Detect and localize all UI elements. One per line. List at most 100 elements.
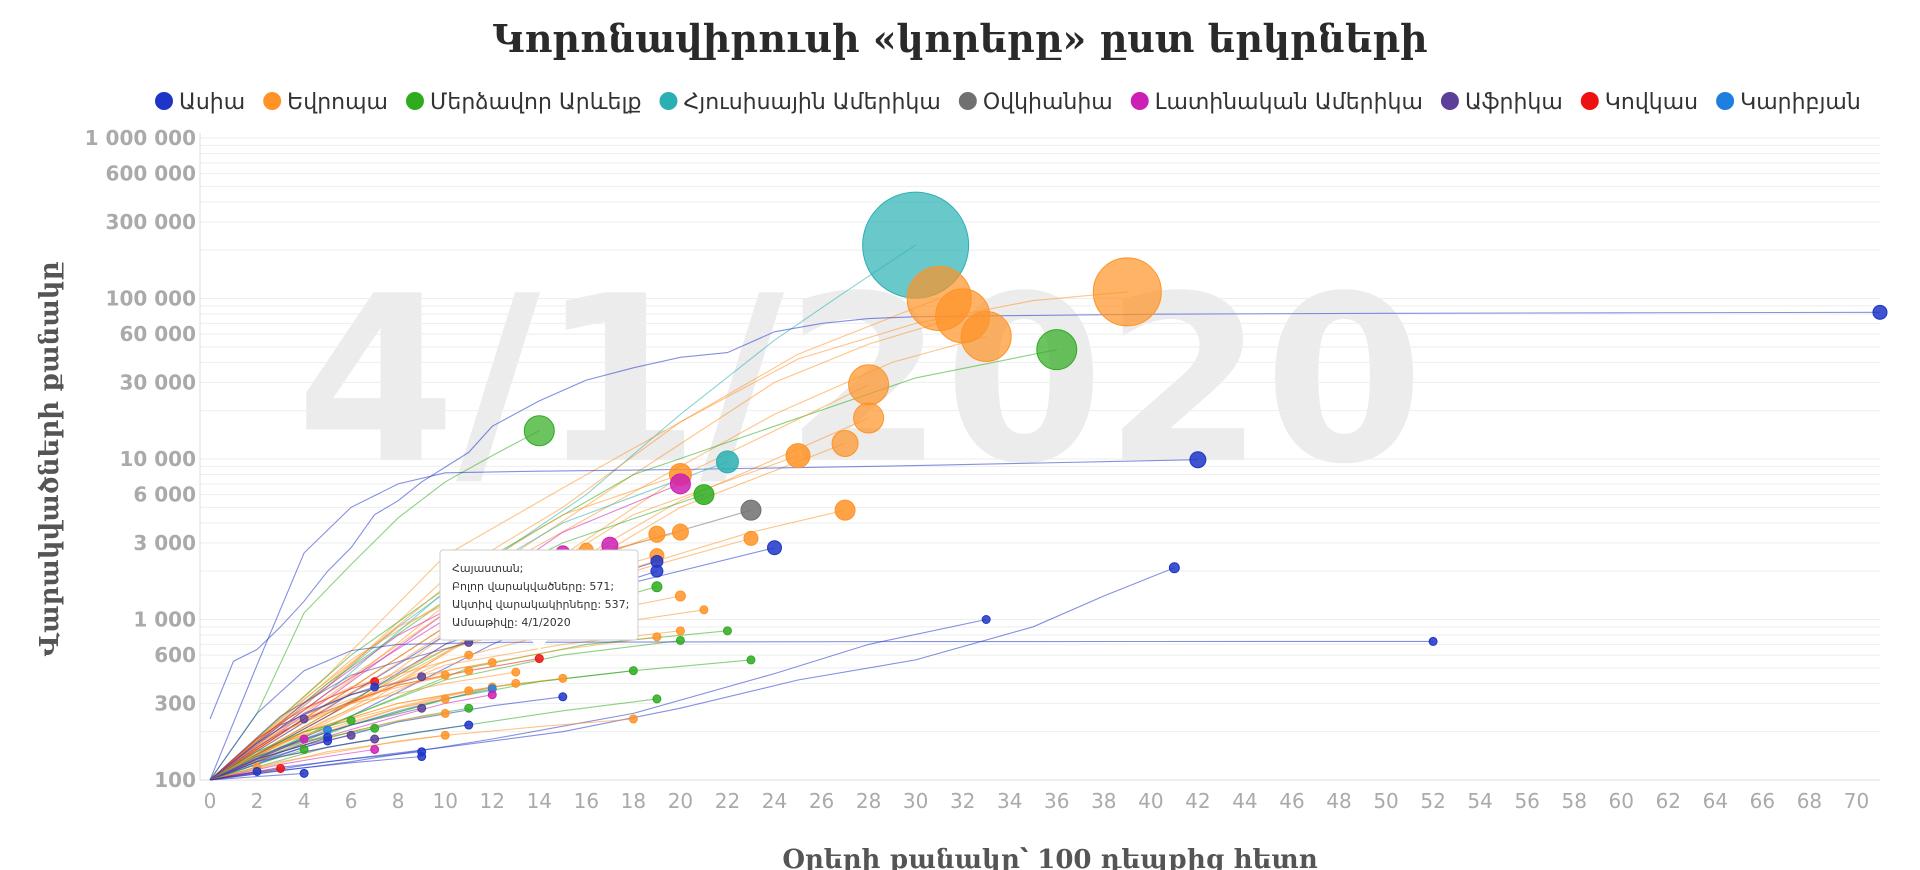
data-point[interactable] [417,752,427,762]
x-tick-label: 6 [345,789,358,813]
x-tick-label: 38 [1091,789,1116,813]
x-tick-label: 54 [1467,789,1492,813]
data-point[interactable] [511,678,521,688]
data-point[interactable] [558,692,568,702]
data-point[interactable] [834,499,856,521]
tooltip: Հայաստան; Բոլոր վարակվածները: 571; Ակտիվ վ… [439,549,639,650]
x-tick-label: 14 [527,789,552,813]
data-point[interactable] [440,708,450,718]
data-point[interactable] [960,310,1012,362]
data-point[interactable] [464,686,474,696]
legend-label-5: Լատինական Ամերիկա [1155,90,1423,115]
data-point[interactable] [671,523,689,541]
y-tick-label: 100 [154,768,196,792]
data-point[interactable] [1428,636,1438,646]
x-tick-label: 16 [574,789,599,813]
data-point[interactable] [370,723,380,733]
data-point[interactable] [523,415,555,447]
legend-item-7[interactable]: Կովկաս [1580,90,1698,115]
data-point[interactable] [299,714,309,724]
data-point[interactable] [785,443,811,469]
data-point[interactable] [487,657,497,667]
data-point[interactable] [370,682,380,692]
data-point[interactable] [1036,329,1078,371]
data-point[interactable] [299,768,309,778]
data-point[interactable] [648,525,666,543]
data-point[interactable] [693,484,715,506]
legend-marker-0 [155,92,173,110]
data-point[interactable] [417,672,427,682]
x-tick-label: 18 [621,789,646,813]
data-point[interactable] [1092,257,1162,327]
data-point[interactable] [1872,304,1888,320]
series-line [209,654,469,781]
legend-marker-3 [659,92,678,110]
tooltip-line: Ակտիվ վարակակիրները: 537; [452,598,629,611]
data-point[interactable] [511,667,521,677]
x-tick-label: 4 [298,789,311,813]
legend-marker-8 [1716,92,1735,110]
series-lines [209,244,1881,781]
legend-item-8[interactable]: Կարիբյան [1716,90,1861,115]
data-point[interactable] [853,402,885,434]
data-point[interactable] [715,450,739,474]
data-point[interactable] [346,715,356,725]
x-tick-label: 28 [856,789,881,813]
series-line [209,772,305,781]
x-tick-label: 12 [480,789,505,813]
data-point[interactable] [981,615,991,624]
data-point[interactable] [299,744,309,754]
data-point[interactable] [370,734,380,744]
data-point[interactable] [674,590,686,602]
data-point[interactable] [831,429,859,457]
legend-marker-6 [1440,92,1459,110]
data-point[interactable] [650,564,664,578]
data-point[interactable] [1189,451,1207,469]
data-point[interactable] [743,530,759,546]
x-tick-label: 24 [762,789,787,813]
legend-item-0[interactable]: Ասիա [155,90,245,115]
series-line [209,740,328,781]
legend-item-2[interactable]: Մերձավոր Արևելք [405,90,642,115]
data-point[interactable] [440,730,450,740]
data-point[interactable] [370,744,380,754]
data-point[interactable] [464,720,474,730]
legend-item-6[interactable]: Աֆրիկա [1440,90,1563,115]
data-point[interactable] [675,626,685,636]
data-point[interactable] [323,736,333,746]
data-point[interactable] [848,364,890,406]
data-point[interactable] [417,703,427,713]
data-point[interactable] [740,499,762,521]
data-point[interactable] [346,730,356,740]
data-point[interactable] [669,473,691,495]
data-point[interactable] [276,763,286,773]
legend-label-3: Հյուսիսային Ամերիկա [683,90,940,115]
data-point[interactable] [628,714,638,724]
data-point[interactable] [651,581,663,593]
data-point[interactable] [464,666,474,676]
data-point[interactable] [746,655,756,665]
data-point[interactable] [558,673,568,683]
legend-item-1[interactable]: Եվրոպա [263,90,388,115]
data-point[interactable] [299,734,309,744]
legend-item-4[interactable]: Օվկիանիա [958,90,1113,115]
data-point[interactable] [767,540,783,556]
data-point[interactable] [652,694,662,704]
data-point[interactable] [699,605,709,615]
legend-item-5[interactable]: Լատինական Ամերիկա [1130,90,1423,115]
series-line [209,640,1434,781]
data-point[interactable] [464,703,474,713]
data-point[interactable] [252,766,262,776]
data-point[interactable] [722,626,732,636]
data-point[interactable] [440,694,450,704]
legend-item-3[interactable]: Հյուսիսային Ամերիկա [659,90,941,115]
data-point[interactable] [440,670,450,680]
data-point[interactable] [464,650,474,660]
x-tick-label: 58 [1561,789,1586,813]
data-point[interactable] [628,666,638,676]
data-point[interactable] [487,690,497,700]
data-point[interactable] [675,635,685,645]
data-point[interactable] [534,654,544,664]
data-point[interactable] [1168,562,1180,574]
data-point[interactable] [652,632,662,642]
